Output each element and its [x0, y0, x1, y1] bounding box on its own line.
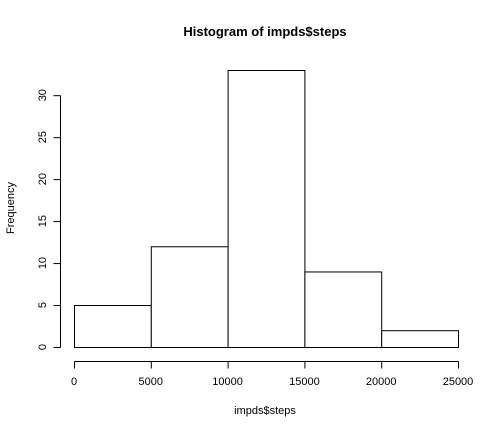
y-tick-label-3: 15: [37, 215, 49, 227]
y-tick-label-1: 5: [37, 302, 49, 308]
histogram-bar-1: [151, 247, 228, 348]
histogram-bar-0: [75, 306, 152, 348]
x-tick-label-5: 25000: [443, 376, 474, 388]
chart-title: Histogram of impds$steps: [183, 24, 346, 39]
y-tick-label-2: 10: [37, 257, 49, 269]
y-tick-label-4: 20: [37, 173, 49, 185]
x-tick-label-2: 10000: [212, 376, 243, 388]
y-tick-label-5: 25: [37, 131, 49, 143]
x-axis: 0 5000 10000 15000 20000 25000: [71, 362, 473, 389]
y-tick-label-0: 0: [37, 344, 49, 350]
histogram-bar-3: [305, 272, 382, 348]
histogram-bar-4: [382, 331, 459, 348]
y-tick-label-6: 30: [37, 89, 49, 101]
x-tick-label-1: 5000: [139, 376, 163, 388]
y-axis-label: Frequency: [5, 182, 17, 234]
x-tick-label-0: 0: [71, 376, 77, 388]
y-axis: 0 5 10 15 20 25 30: [37, 89, 61, 350]
bars-group: [75, 71, 459, 348]
x-axis-label: impds$steps: [234, 405, 296, 417]
x-tick-label-3: 15000: [289, 376, 320, 388]
histogram-bar-2: [228, 71, 305, 348]
x-tick-label-4: 20000: [366, 376, 397, 388]
